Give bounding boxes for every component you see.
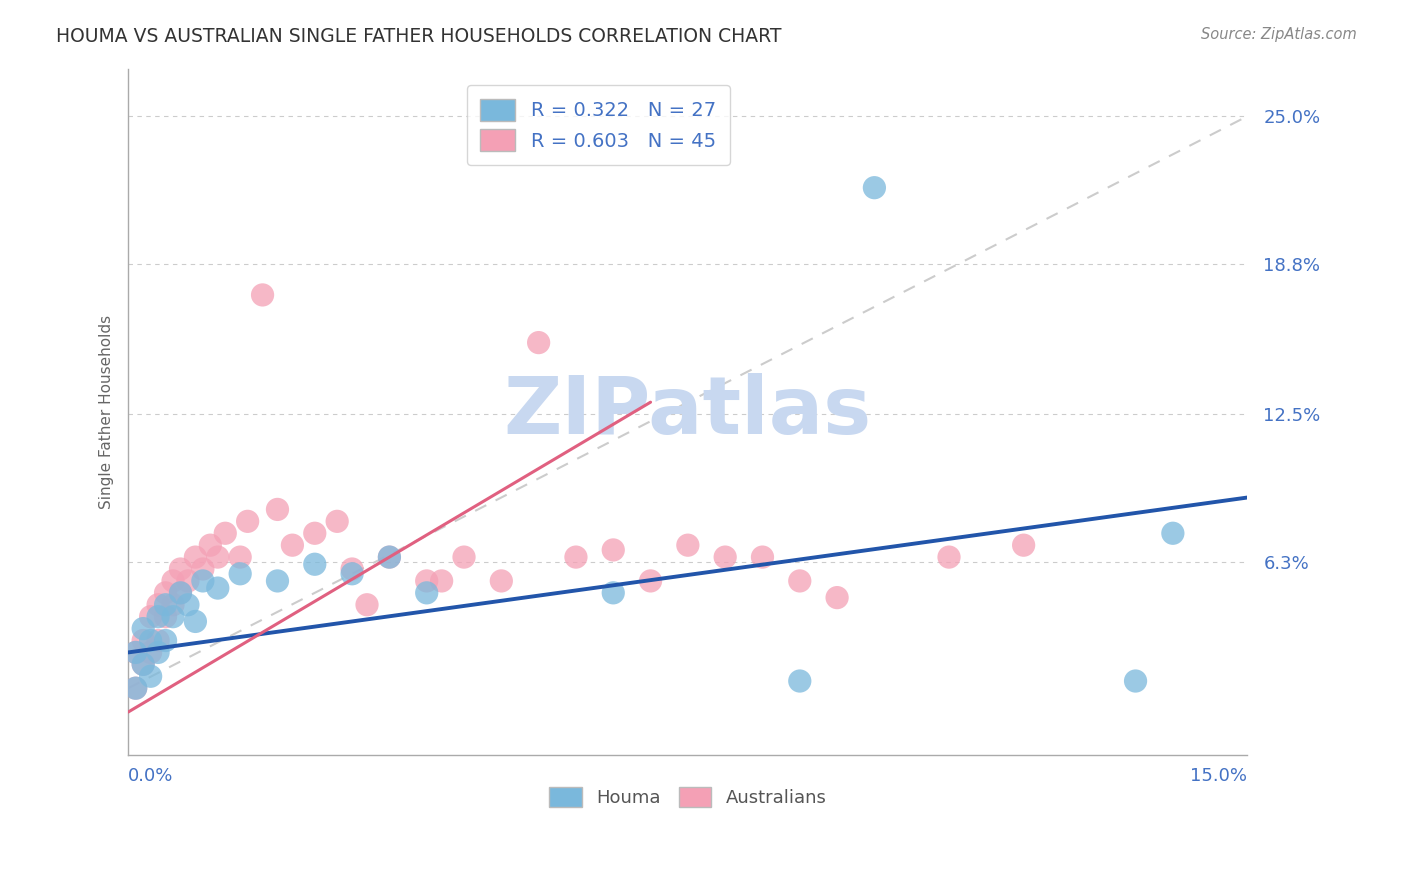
Point <box>304 558 326 572</box>
Point <box>132 622 155 636</box>
Point <box>266 502 288 516</box>
Point <box>177 598 200 612</box>
Point <box>863 180 886 194</box>
Point <box>378 550 401 565</box>
Point <box>252 288 274 302</box>
Point <box>1161 526 1184 541</box>
Point <box>527 335 550 350</box>
Point <box>714 550 737 565</box>
Point <box>146 598 169 612</box>
Text: 0.0%: 0.0% <box>128 767 173 785</box>
Point <box>640 574 662 588</box>
Point <box>415 574 437 588</box>
Point <box>200 538 222 552</box>
Point <box>378 550 401 565</box>
Point <box>214 526 236 541</box>
Text: 15.0%: 15.0% <box>1191 767 1247 785</box>
Point <box>169 586 191 600</box>
Point <box>751 550 773 565</box>
Point <box>676 538 699 552</box>
Point <box>125 645 148 659</box>
Point <box>125 681 148 695</box>
Point <box>789 574 811 588</box>
Point <box>146 633 169 648</box>
Text: Source: ZipAtlas.com: Source: ZipAtlas.com <box>1201 27 1357 42</box>
Point <box>139 609 162 624</box>
Point <box>304 526 326 541</box>
Point <box>281 538 304 552</box>
Point <box>1012 538 1035 552</box>
Point <box>229 566 252 581</box>
Legend: Houma, Australians: Houma, Australians <box>541 780 834 814</box>
Point <box>565 550 588 565</box>
Y-axis label: Single Father Households: Single Father Households <box>100 315 114 508</box>
Point <box>146 645 169 659</box>
Point <box>169 562 191 576</box>
Point <box>139 669 162 683</box>
Point <box>177 574 200 588</box>
Point <box>184 550 207 565</box>
Point <box>602 586 624 600</box>
Point <box>207 581 229 595</box>
Point <box>162 609 184 624</box>
Point <box>139 633 162 648</box>
Point <box>938 550 960 565</box>
Point <box>162 598 184 612</box>
Point <box>453 550 475 565</box>
Point <box>340 562 363 576</box>
Point <box>825 591 848 605</box>
Point <box>229 550 252 565</box>
Point <box>146 609 169 624</box>
Point <box>155 633 177 648</box>
Point <box>191 574 214 588</box>
Point <box>191 562 214 576</box>
Point <box>162 574 184 588</box>
Point <box>430 574 453 588</box>
Point <box>1125 673 1147 688</box>
Point <box>236 514 259 528</box>
Point <box>169 586 191 600</box>
Point <box>155 598 177 612</box>
Point <box>326 514 349 528</box>
Text: HOUMA VS AUSTRALIAN SINGLE FATHER HOUSEHOLDS CORRELATION CHART: HOUMA VS AUSTRALIAN SINGLE FATHER HOUSEH… <box>56 27 782 45</box>
Point <box>207 550 229 565</box>
Point <box>155 609 177 624</box>
Point <box>132 633 155 648</box>
Point <box>266 574 288 588</box>
Point <box>491 574 513 588</box>
Point <box>155 586 177 600</box>
Point <box>340 566 363 581</box>
Point <box>132 657 155 672</box>
Text: ZIPatlas: ZIPatlas <box>503 373 872 450</box>
Point <box>602 543 624 558</box>
Point <box>789 673 811 688</box>
Point <box>184 615 207 629</box>
Point <box>125 645 148 659</box>
Point <box>125 681 148 695</box>
Point <box>132 657 155 672</box>
Point <box>139 645 162 659</box>
Point <box>356 598 378 612</box>
Point <box>415 586 437 600</box>
